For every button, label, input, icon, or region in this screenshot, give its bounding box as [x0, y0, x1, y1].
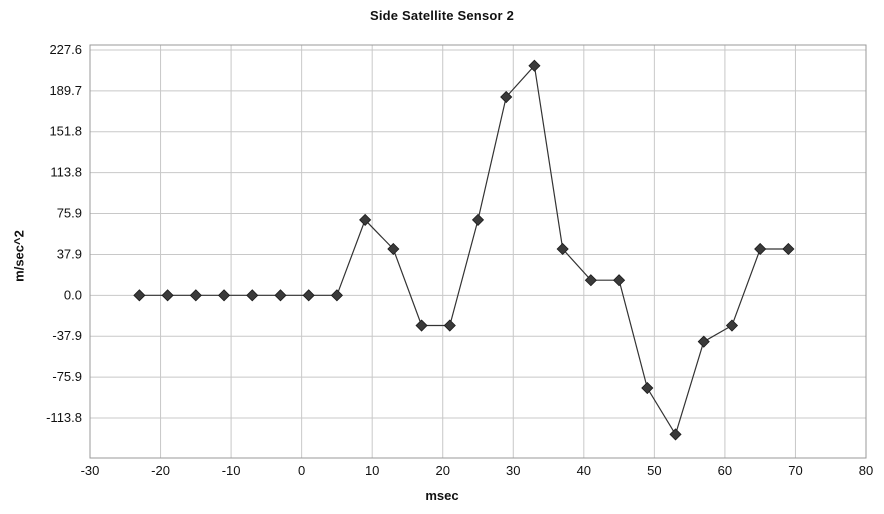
x-tick-label: 0: [298, 463, 305, 478]
x-tick-label: 50: [647, 463, 661, 478]
y-tick-label: 0.0: [64, 287, 82, 302]
y-tick-label: 113.8: [50, 165, 82, 180]
x-tick-label: 20: [435, 463, 449, 478]
data-point: [302, 289, 315, 302]
data-point: [330, 289, 343, 302]
chart-title: Side Satellite Sensor 2: [369, 8, 515, 23]
data-point: [669, 428, 682, 441]
x-tick-label: -30: [81, 463, 100, 478]
y-tick-label: 227.6: [49, 42, 82, 57]
y-tick-label: 189.7: [49, 83, 82, 98]
x-tick-label: -10: [222, 463, 241, 478]
plot-frame: [89, 44, 867, 459]
y-tick-label: -113.8: [46, 410, 82, 425]
data-point: [161, 289, 174, 302]
data-point: [443, 319, 456, 332]
data-point: [697, 335, 710, 348]
data-point: [500, 90, 513, 104]
data-point: [359, 213, 372, 226]
y-tick-label: -37.9: [52, 328, 82, 343]
y-tick-label: -75.9: [52, 369, 82, 384]
data-point: [556, 242, 569, 256]
data-point: [528, 59, 541, 72]
data-point: [613, 274, 626, 287]
x-tick-label: -20: [151, 463, 170, 478]
data-point: [217, 289, 231, 302]
data-point: [725, 319, 739, 332]
data-point: [471, 213, 485, 226]
data-point: [584, 274, 597, 287]
data-point: [189, 289, 202, 302]
data-point: [387, 242, 400, 256]
y-tick-label: 37.9: [57, 246, 82, 261]
x-tick-label: 30: [506, 463, 520, 478]
x-tick-label: 70: [788, 463, 802, 478]
x-axis-label: msec: [425, 488, 459, 503]
x-tick-label: 40: [577, 463, 591, 478]
data-point: [415, 319, 428, 332]
data-point: [133, 289, 146, 302]
y-tick-label: 151.8: [49, 124, 82, 139]
series-line: [139, 64, 789, 436]
data-point: [274, 289, 287, 302]
data-point: [782, 242, 795, 256]
data-point: [246, 289, 259, 302]
data-point: [754, 242, 767, 256]
y-tick-label: 75.9: [57, 206, 82, 221]
x-tick-label: 80: [859, 463, 873, 478]
x-tick-label: 10: [365, 463, 379, 478]
data-point: [641, 381, 654, 395]
x-tick-label: 60: [718, 463, 732, 478]
